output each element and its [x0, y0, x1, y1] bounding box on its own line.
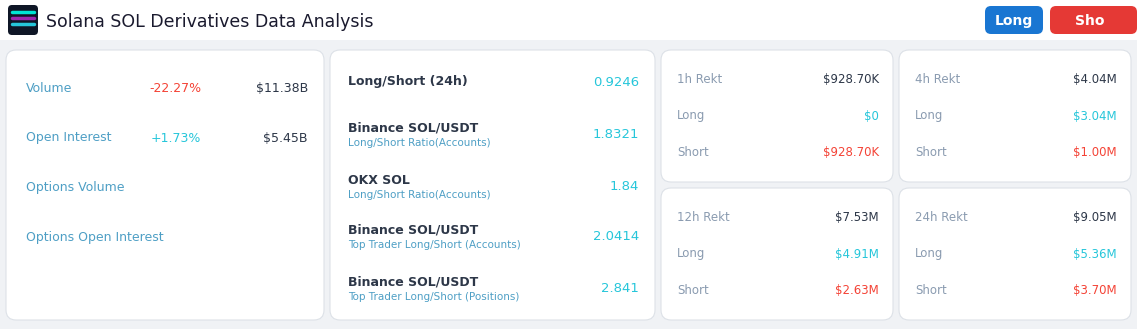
- FancyBboxPatch shape: [899, 188, 1131, 320]
- Text: $7.53M: $7.53M: [836, 211, 879, 224]
- Text: $0: $0: [864, 110, 879, 122]
- Text: $9.05M: $9.05M: [1073, 211, 1117, 224]
- Text: $5.36M: $5.36M: [1073, 247, 1117, 261]
- Text: OKX SOL: OKX SOL: [348, 173, 409, 187]
- Text: Long/Short (24h): Long/Short (24h): [348, 75, 467, 89]
- FancyBboxPatch shape: [661, 50, 893, 182]
- Text: Binance SOL/USDT: Binance SOL/USDT: [348, 275, 479, 289]
- Text: Short: Short: [677, 284, 708, 297]
- FancyBboxPatch shape: [8, 5, 38, 35]
- FancyBboxPatch shape: [899, 50, 1131, 182]
- FancyBboxPatch shape: [1049, 6, 1137, 34]
- Text: 12h Rekt: 12h Rekt: [677, 211, 730, 224]
- Text: Volume: Volume: [26, 82, 73, 94]
- Text: $3.70M: $3.70M: [1073, 284, 1117, 297]
- Text: 4h Rekt: 4h Rekt: [915, 73, 961, 86]
- Text: Short: Short: [915, 146, 947, 159]
- Text: 2.841: 2.841: [601, 283, 639, 295]
- Text: $4.04M: $4.04M: [1073, 73, 1117, 86]
- FancyBboxPatch shape: [985, 6, 1043, 34]
- Text: Long: Long: [677, 247, 705, 261]
- Text: Options Volume: Options Volume: [26, 182, 124, 194]
- Text: 1h Rekt: 1h Rekt: [677, 73, 722, 86]
- Text: Top Trader Long/Short (Positions): Top Trader Long/Short (Positions): [348, 292, 520, 302]
- Text: $2.63M: $2.63M: [836, 284, 879, 297]
- Text: Short: Short: [915, 284, 947, 297]
- Text: Binance SOL/USDT: Binance SOL/USDT: [348, 121, 479, 135]
- Text: +1.73%: +1.73%: [150, 132, 201, 144]
- Text: Long: Long: [677, 110, 705, 122]
- Text: -22.27%: -22.27%: [149, 82, 201, 94]
- Text: Sho: Sho: [1076, 14, 1105, 28]
- Text: Top Trader Long/Short (Accounts): Top Trader Long/Short (Accounts): [348, 240, 521, 250]
- Text: 1.8321: 1.8321: [592, 129, 639, 141]
- Text: $3.04M: $3.04M: [1073, 110, 1117, 122]
- Text: 0.9246: 0.9246: [592, 75, 639, 89]
- Text: Long: Long: [915, 247, 944, 261]
- Text: 24h Rekt: 24h Rekt: [915, 211, 968, 224]
- Text: Long: Long: [995, 14, 1034, 28]
- Text: $11.38B: $11.38B: [256, 82, 308, 94]
- Text: Long/Short Ratio(Accounts): Long/Short Ratio(Accounts): [348, 190, 491, 200]
- Text: Open Interest: Open Interest: [26, 132, 111, 144]
- Text: $5.45B: $5.45B: [264, 132, 308, 144]
- FancyBboxPatch shape: [6, 50, 324, 320]
- Text: $928.70K: $928.70K: [823, 73, 879, 86]
- Text: Long/Short Ratio(Accounts): Long/Short Ratio(Accounts): [348, 138, 491, 148]
- Text: Short: Short: [677, 146, 708, 159]
- Text: $4.91M: $4.91M: [835, 247, 879, 261]
- Text: Solana SOL Derivatives Data Analysis: Solana SOL Derivatives Data Analysis: [45, 13, 373, 31]
- Text: 1.84: 1.84: [609, 181, 639, 193]
- Text: $1.00M: $1.00M: [1073, 146, 1117, 159]
- FancyBboxPatch shape: [661, 188, 893, 320]
- Text: 2.0414: 2.0414: [592, 231, 639, 243]
- Text: Binance SOL/USDT: Binance SOL/USDT: [348, 223, 479, 237]
- Text: Long: Long: [915, 110, 944, 122]
- FancyBboxPatch shape: [330, 50, 655, 320]
- Text: $928.70K: $928.70K: [823, 146, 879, 159]
- FancyBboxPatch shape: [0, 0, 1137, 40]
- Text: Options Open Interest: Options Open Interest: [26, 232, 164, 244]
